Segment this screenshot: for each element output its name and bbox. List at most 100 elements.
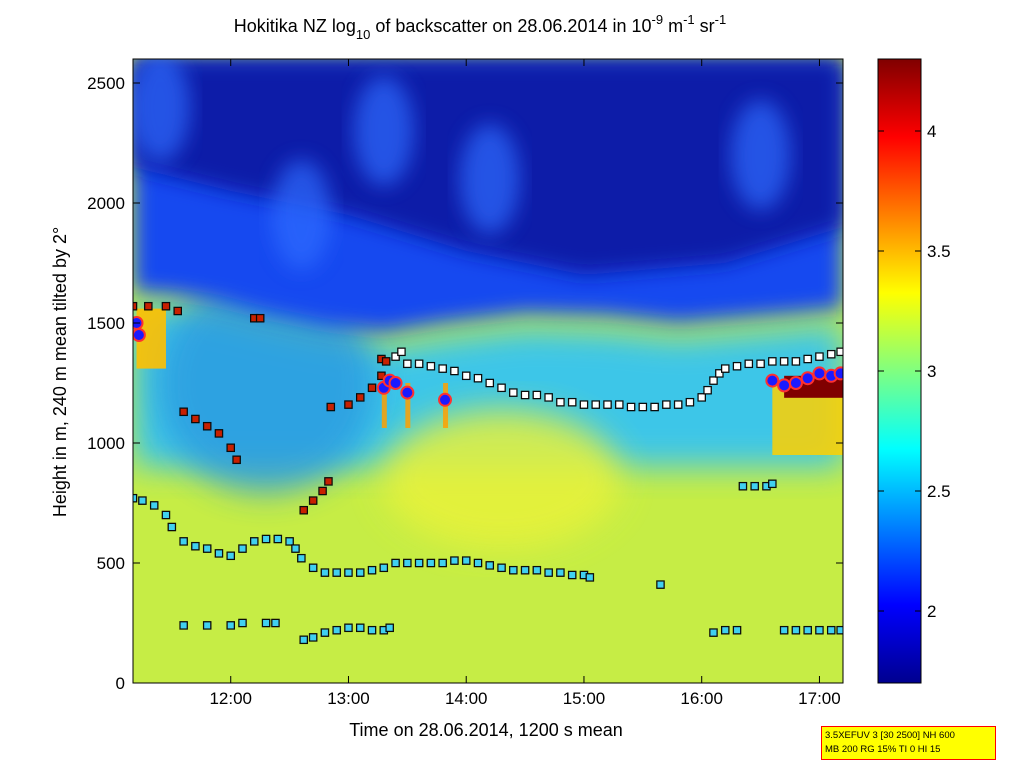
info-box-line-2: MB 200 RG 15% TI 0 HI 15: [825, 744, 941, 755]
layer-marker: [781, 627, 788, 634]
layer-marker: [439, 560, 446, 566]
cloud-base-marker: [833, 366, 843, 381]
layer-marker: [386, 624, 393, 631]
layer-marker: [383, 358, 390, 365]
layer-marker: [474, 560, 481, 566]
layer-marker: [227, 622, 234, 629]
layer-marker: [215, 550, 222, 557]
layer-marker: [628, 404, 635, 410]
layer-marker: [227, 444, 234, 451]
layer-marker: [710, 629, 717, 636]
y-tick-label: 1500: [87, 314, 125, 333]
layer-marker: [292, 545, 299, 552]
layer-marker: [333, 569, 340, 576]
layer-marker: [569, 399, 576, 406]
layer-marker: [416, 360, 423, 367]
cloud-streak: [405, 383, 411, 428]
layer-marker: [404, 360, 411, 367]
layer-marker: [439, 365, 446, 372]
layer-markers: [133, 301, 843, 645]
layer-marker: [239, 545, 246, 552]
layer-marker: [300, 636, 307, 643]
layer-marker: [816, 353, 823, 360]
layer-marker: [333, 627, 340, 634]
layer-marker: [263, 620, 270, 626]
layer-marker: [257, 315, 264, 322]
layer-marker: [451, 368, 458, 374]
cloud-base-marker: [765, 373, 780, 388]
layer-marker: [378, 356, 385, 362]
layer-marker: [145, 303, 152, 310]
layer-marker: [557, 569, 564, 576]
cloud-base-marker: [388, 376, 403, 390]
layer-marker: [325, 478, 332, 485]
cloud-base-marker: [777, 378, 792, 393]
layer-marker: [427, 363, 434, 370]
cloud-base-marker: [788, 376, 803, 390]
cloud-base-marker: [800, 371, 815, 386]
layer-marker: [357, 569, 364, 576]
x-axis: 12:00 13:00 14:00 15:00 16:00 17:00: [209, 59, 841, 708]
heatmap-field: [133, 59, 843, 683]
layer-marker: [816, 627, 823, 634]
info-box: 3.5XEFUV 3 [30 2500] NH 600 MB 200 RG 15…: [821, 726, 996, 760]
cloud-base-marker: [400, 385, 415, 400]
layer-marker: [310, 634, 317, 641]
layer-marker: [569, 572, 576, 578]
layer-marker: [151, 502, 158, 509]
colorbar-tick-label: 4: [927, 122, 936, 141]
info-box-line-1: 3.5XEFUV 3 [30 2500] NH 600: [825, 730, 955, 741]
layer-marker: [310, 497, 317, 504]
x-axis-label: Time on 28.06.2014, 1200 s mean: [349, 720, 623, 740]
layer-marker: [510, 567, 517, 574]
layer-marker: [404, 560, 411, 566]
layer-marker: [522, 392, 529, 398]
layer-marker: [510, 389, 517, 396]
layer-marker: [451, 557, 458, 564]
y-tick-label: 2500: [87, 74, 125, 93]
layer-marker: [286, 538, 293, 545]
layer-marker: [498, 384, 505, 391]
layer-marker: [704, 387, 711, 394]
layer-marker: [533, 567, 540, 574]
layer-marker: [133, 495, 136, 502]
layer-marker: [251, 315, 258, 322]
layer-marker: [380, 564, 387, 571]
cloud-base-marker: [438, 392, 453, 407]
y-tick-label: 0: [116, 674, 125, 693]
layer-marker: [180, 408, 187, 415]
aerosol-patch: [459, 124, 520, 234]
layer-marker: [162, 512, 169, 518]
layer-marker: [380, 627, 387, 634]
y-tick-label: 500: [97, 554, 125, 573]
layer-marker: [604, 401, 611, 408]
layer-marker: [345, 624, 352, 631]
layer-marker: [369, 567, 376, 574]
layer-marker: [533, 392, 540, 398]
layer-marker: [251, 538, 258, 545]
layer-marker: [545, 394, 552, 401]
layer-marker: [710, 377, 717, 384]
layer-marker: [204, 545, 211, 552]
layer-marker: [734, 627, 741, 634]
layer-marker: [586, 574, 593, 581]
x-tick-label: 17:00: [798, 689, 841, 708]
layer-marker: [204, 622, 211, 629]
x-tick-label: 14:00: [445, 689, 488, 708]
layer-marker: [357, 394, 364, 401]
warm-core: [381, 409, 622, 549]
layer-marker: [616, 401, 623, 408]
layer-marker: [321, 569, 328, 576]
layer-marker: [274, 536, 281, 542]
layer-marker: [310, 564, 317, 571]
layer-marker: [657, 581, 664, 588]
plot-frame: [132, 58, 844, 684]
layer-marker: [139, 497, 146, 504]
layer-marker: [734, 363, 741, 370]
layer-marker: [319, 488, 326, 494]
layer-marker: [745, 360, 752, 367]
layer-marker: [716, 370, 723, 377]
layer-marker: [757, 360, 764, 367]
layer-marker: [522, 567, 529, 574]
colorbar-tick-label: 3.5: [927, 242, 951, 261]
